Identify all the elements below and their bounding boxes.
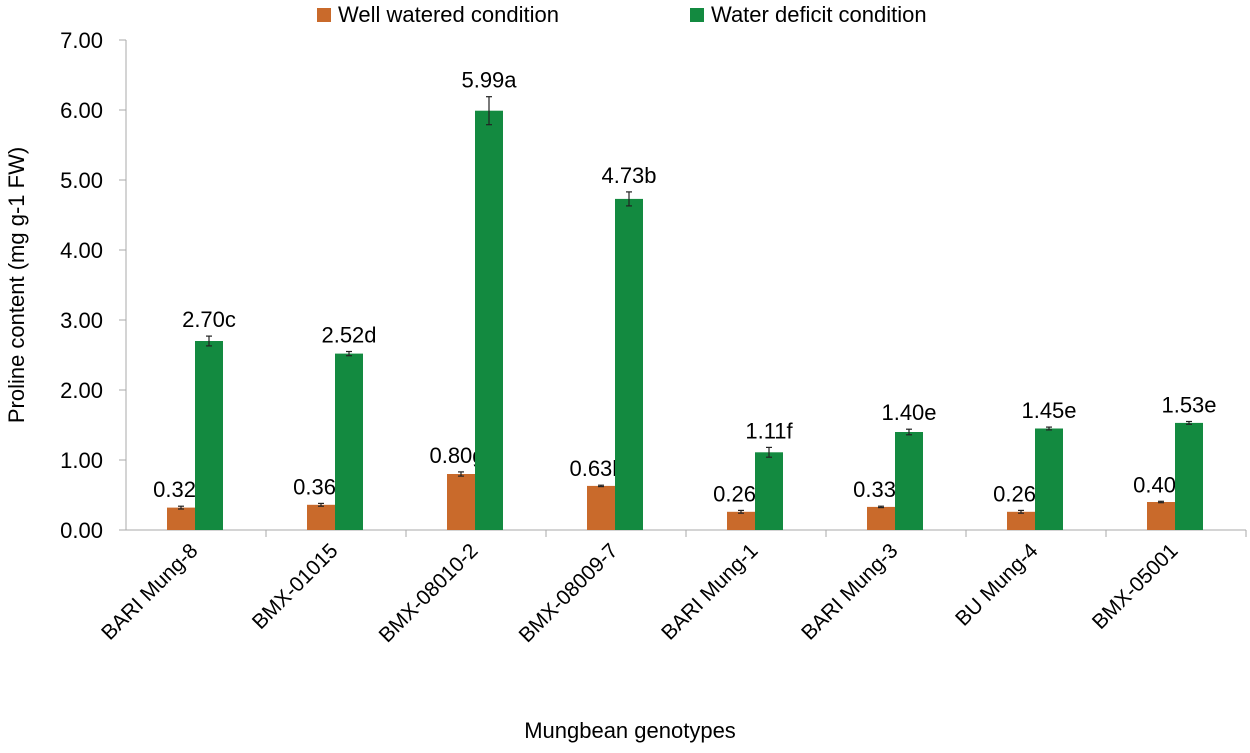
- bar: [1175, 422, 1203, 530]
- data-label: 1.45e: [1021, 398, 1076, 423]
- data-label: 1.11f: [745, 418, 793, 443]
- legend-label-well-watered: Well watered condition: [338, 2, 559, 27]
- data-label: 1.40e: [881, 400, 936, 425]
- y-tick-label: 5.00: [60, 168, 103, 193]
- x-tick-label: BARI Mung-1: [657, 539, 762, 644]
- x-tick-label: BMX-08009-7: [515, 539, 623, 647]
- legend-swatch-well-watered: [317, 8, 331, 22]
- data-label: 1.53e: [1161, 393, 1216, 418]
- bar: [1007, 511, 1035, 530]
- bar: [307, 504, 335, 530]
- bar: [335, 353, 363, 530]
- y-tick-label: 0.00: [60, 518, 103, 543]
- legend-label-water-deficit: Water deficit condition: [711, 2, 927, 27]
- bar: [727, 511, 755, 530]
- y-tick-label: 7.00: [60, 28, 103, 53]
- bar: [1147, 502, 1175, 530]
- data-label: 2.52d: [321, 323, 376, 348]
- data-label: 0.32i: [153, 477, 201, 502]
- data-label: 0.40i: [1133, 472, 1181, 497]
- y-tick-label: 4.00: [60, 238, 103, 263]
- data-label: 0.33i: [853, 477, 901, 502]
- legend-swatch-water-deficit: [690, 8, 704, 22]
- bar: [167, 507, 195, 530]
- x-tick-label: BU Mung-4: [951, 539, 1043, 631]
- x-tick-label: BARI Mung-3: [797, 539, 902, 644]
- bar: [867, 506, 895, 530]
- y-tick-label: 3.00: [60, 308, 103, 333]
- x-axis-title: Mungbean genotypes: [524, 718, 736, 743]
- bar: [615, 198, 643, 530]
- data-label: 0.26i: [713, 481, 761, 506]
- data-label: 0.36i: [293, 474, 341, 499]
- x-tick-label: BMX-05001: [1088, 539, 1183, 634]
- y-tick-label: 1.00: [60, 448, 103, 473]
- y-tick-label: 2.00: [60, 378, 103, 403]
- bar: [895, 432, 923, 530]
- bar: [195, 341, 223, 530]
- bar: [447, 474, 475, 530]
- data-label: 0.26i: [993, 481, 1041, 506]
- data-label: 4.73b: [601, 163, 656, 188]
- data-label: 5.99a: [461, 68, 517, 93]
- data-label: 2.70c: [182, 307, 236, 332]
- x-tick-label: BMX-01015: [248, 539, 343, 634]
- legend: Well watered condition Water deficit con…: [317, 2, 927, 27]
- bar: [475, 110, 503, 530]
- axes: 0.00 1.00 2.00 3.00 4.00 5.00 6.00 7.00 BARI Mun…: [60, 28, 1247, 647]
- bar: [1035, 428, 1063, 530]
- x-tick-label: BARI Mung-8: [97, 539, 202, 644]
- y-axis-title: Proline content (mg g-1 FW): [4, 147, 29, 423]
- bar: [755, 452, 783, 530]
- y-tick-label: 6.00: [60, 98, 103, 123]
- x-tick-label: BMX-08010-2: [375, 539, 483, 647]
- bar: [587, 485, 615, 530]
